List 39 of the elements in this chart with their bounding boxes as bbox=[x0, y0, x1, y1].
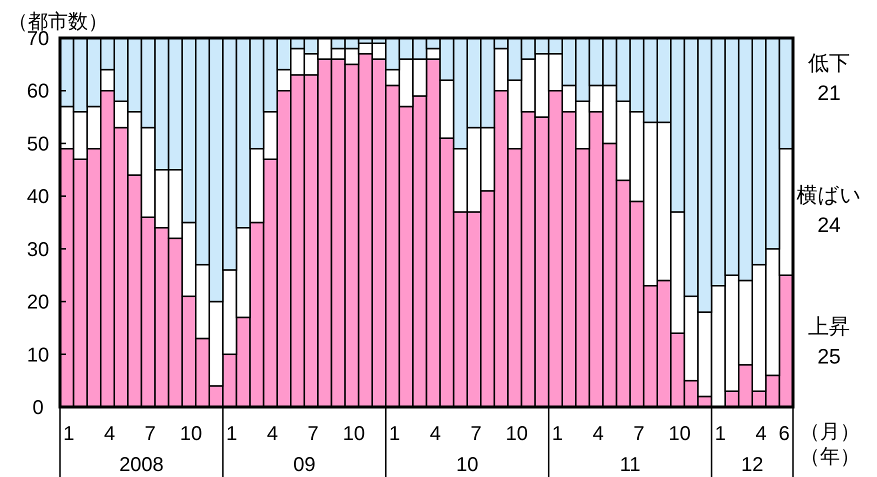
text: 24 bbox=[817, 214, 841, 237]
y-tick-label: 50 bbox=[26, 133, 50, 156]
y-tick-label: 0 bbox=[32, 397, 44, 419]
series-label: 上昇 bbox=[808, 316, 850, 339]
x-tick-label: 10 bbox=[342, 423, 365, 445]
x-tick-label: 7 bbox=[633, 423, 644, 445]
x-tick-label: 6 bbox=[778, 423, 790, 445]
x-tick-label: 10 bbox=[180, 423, 202, 445]
x-tick-label: 1 bbox=[63, 423, 74, 445]
series-label: 低下 bbox=[808, 52, 850, 76]
x-tick-label: 4 bbox=[104, 423, 116, 445]
x-tick-label: 4 bbox=[756, 423, 767, 445]
text: 21 bbox=[817, 82, 841, 106]
y-tick-label: 10 bbox=[26, 344, 50, 366]
x-axis-title: （月） bbox=[800, 421, 860, 443]
text: （年） bbox=[800, 446, 860, 468]
x-tick-label: 4 bbox=[430, 423, 441, 445]
x-tick-label: 7 bbox=[308, 423, 319, 445]
x-tick-label: 7 bbox=[144, 423, 156, 445]
x-tick-label: 10 bbox=[668, 423, 691, 445]
x-tick-label: 1 bbox=[714, 423, 726, 445]
y-tick-label: 60 bbox=[26, 80, 50, 103]
text: 09 bbox=[293, 454, 316, 476]
y-tick-label: 20 bbox=[26, 292, 50, 314]
x-tick-label: 4 bbox=[266, 423, 278, 445]
text: 2008 bbox=[119, 454, 164, 476]
text: 12 bbox=[741, 454, 764, 476]
x-tick-label: 10 bbox=[506, 423, 528, 445]
x-tick-label: 1 bbox=[552, 423, 564, 445]
text: 11 bbox=[620, 454, 640, 476]
y-tick-label: 40 bbox=[26, 186, 50, 208]
x-tick-label: 1 bbox=[389, 423, 400, 445]
series-label: 横ばい bbox=[796, 184, 862, 207]
x-tick-label: 7 bbox=[470, 423, 482, 445]
text: 25 bbox=[817, 346, 841, 369]
text: 10 bbox=[456, 454, 478, 476]
x-tick-label: 4 bbox=[592, 423, 604, 445]
y-tick-label: 30 bbox=[26, 238, 50, 261]
x-tick-label: 1 bbox=[226, 423, 238, 445]
